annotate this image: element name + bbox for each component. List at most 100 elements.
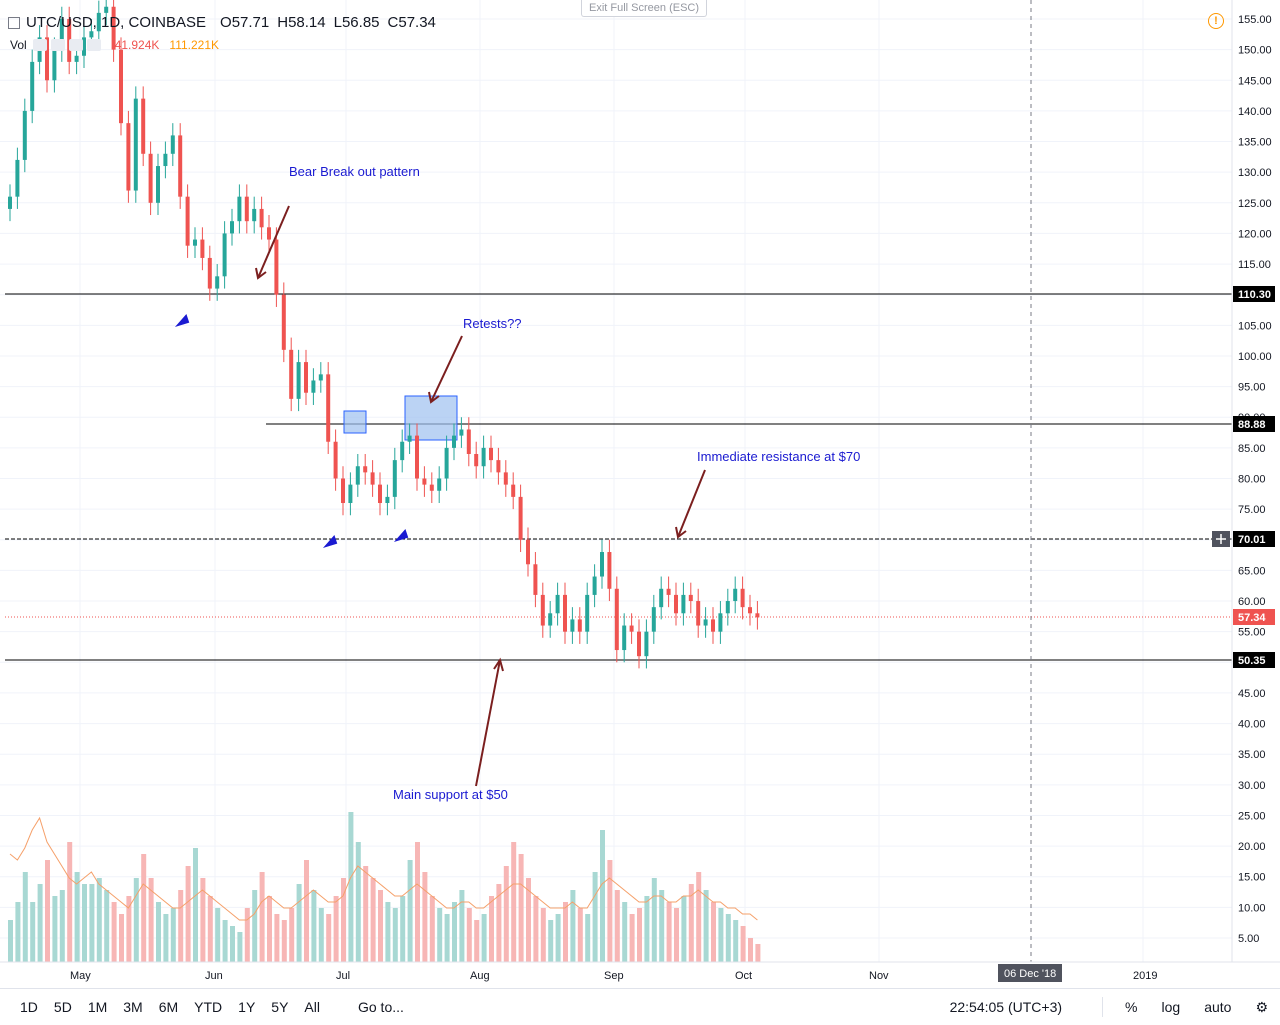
annotation-arrows[interactable] bbox=[255, 205, 706, 787]
more-icon[interactable] bbox=[68, 39, 83, 51]
volume-bar bbox=[170, 908, 176, 962]
volume-bar bbox=[452, 902, 457, 962]
candle-body bbox=[119, 49, 123, 124]
bounce-marker-icon[interactable] bbox=[174, 314, 190, 327]
price-label-last: 57.34 bbox=[1238, 612, 1266, 624]
auto-scale-toggle[interactable]: auto bbox=[1204, 999, 1232, 1015]
collapse-legend-icon[interactable] bbox=[8, 16, 20, 29]
bounce-marker-icon[interactable] bbox=[393, 529, 409, 542]
candle-body bbox=[45, 37, 49, 81]
range-1m-button[interactable]: 1M bbox=[87, 999, 108, 1015]
bounce-markers[interactable] bbox=[174, 314, 409, 548]
annotation-main-support[interactable]: Main support at $50 bbox=[393, 787, 508, 802]
clock-timezone[interactable]: 22:54:05 (UTC+3) bbox=[949, 999, 1063, 1015]
close-icon[interactable] bbox=[86, 39, 101, 51]
price-label-88: 88.88 bbox=[1238, 419, 1266, 431]
volume-bar bbox=[496, 884, 502, 962]
alert-icon[interactable]: ! bbox=[1208, 13, 1224, 29]
volume-bar bbox=[748, 938, 753, 962]
volume-value: 41.924K bbox=[114, 38, 160, 52]
resistance-arrow[interactable] bbox=[677, 469, 706, 538]
price-tick-label: 60.00 bbox=[1238, 596, 1266, 608]
range-ytd-button[interactable]: YTD bbox=[194, 999, 223, 1015]
range-6m-button[interactable]: 6M bbox=[158, 999, 179, 1015]
annotation-bear-break[interactable]: Bear Break out pattern bbox=[289, 164, 420, 179]
log-scale-toggle[interactable]: log bbox=[1161, 999, 1181, 1015]
settings-icon[interactable] bbox=[50, 39, 65, 51]
candle-body bbox=[311, 380, 316, 393]
crosshair-plus-icon[interactable] bbox=[1212, 531, 1230, 547]
annotation-immediate-resistance[interactable]: Immediate resistance at $70 bbox=[697, 449, 860, 464]
volume-bar bbox=[555, 914, 561, 962]
time-axis[interactable]: May Jun Jul Aug Sep Oct Nov 2019 bbox=[70, 970, 1157, 982]
candle-body bbox=[459, 429, 464, 436]
candle-body bbox=[52, 49, 57, 81]
eye-icon[interactable] bbox=[32, 39, 47, 51]
volume-bar bbox=[474, 920, 480, 962]
candle-body bbox=[355, 466, 360, 485]
volume-bar bbox=[651, 878, 657, 962]
volume-bar bbox=[526, 878, 531, 962]
volume-legend: Vol 41.924K 111.221K bbox=[10, 38, 219, 52]
exit-fullscreen-button[interactable]: Exit Full Screen (ESC) bbox=[581, 0, 707, 17]
range-1d-button[interactable]: 1D bbox=[20, 999, 38, 1015]
volume-bar bbox=[622, 902, 628, 962]
price-chart[interactable]: Bear Break out pattern Retests?? Immedia… bbox=[0, 0, 1280, 988]
resistance-arrowhead bbox=[675, 526, 687, 539]
candle-body bbox=[296, 362, 301, 399]
volume-bar bbox=[629, 914, 635, 962]
candle-body bbox=[111, 6, 116, 50]
time-tick-label: 2019 bbox=[1133, 970, 1157, 982]
price-tick-label: 35.00 bbox=[1238, 749, 1266, 761]
candle-body bbox=[688, 594, 693, 602]
time-tick-label: May bbox=[70, 970, 91, 982]
volume-bar bbox=[592, 872, 598, 962]
range-5y-button[interactable]: 5Y bbox=[271, 999, 289, 1015]
volume-bar bbox=[407, 860, 413, 962]
candle-body bbox=[526, 539, 530, 565]
candle-body bbox=[437, 478, 442, 491]
volume-bar bbox=[489, 896, 494, 962]
volume-bar bbox=[600, 830, 605, 962]
price-tick-label: 130.00 bbox=[1238, 167, 1272, 179]
retests-arrow[interactable] bbox=[430, 335, 463, 403]
range-1y-button[interactable]: 1Y bbox=[238, 999, 256, 1015]
candle-body bbox=[644, 631, 649, 657]
retest-box-large[interactable] bbox=[404, 395, 458, 441]
volume-bar bbox=[585, 914, 591, 962]
candle-body bbox=[681, 594, 686, 614]
candle-body bbox=[725, 601, 730, 614]
candle-body bbox=[548, 613, 553, 626]
volume-moving-average-line bbox=[9, 816, 758, 921]
range-5d-button[interactable]: 5D bbox=[53, 999, 72, 1015]
volume-bar bbox=[59, 890, 65, 962]
volume-bar bbox=[178, 890, 184, 962]
bear-break-arrow[interactable] bbox=[257, 205, 290, 279]
volume-bar bbox=[674, 908, 679, 962]
volume-bar bbox=[163, 914, 169, 962]
candle-body bbox=[193, 239, 197, 246]
candle-body bbox=[740, 588, 745, 608]
bounce-marker-icon[interactable] bbox=[322, 535, 338, 548]
candle-body bbox=[304, 362, 308, 393]
price-axis[interactable]: 155.00 150.00 145.00 140.00 135.00 130.00 125.… bbox=[1238, 14, 1272, 945]
volume-bar bbox=[237, 932, 243, 962]
symbol-title[interactable]: UTC/USD, 1D, COINBASE bbox=[26, 14, 207, 31]
volume-bar bbox=[659, 890, 665, 962]
retest-box-small[interactable] bbox=[343, 410, 367, 434]
volume-bar bbox=[37, 884, 43, 962]
goto-date-button[interactable]: Go to... bbox=[357, 999, 404, 1015]
support-arrow[interactable] bbox=[475, 659, 501, 787]
support-arrowhead bbox=[493, 657, 504, 672]
range-all-button[interactable]: All bbox=[304, 999, 320, 1015]
candle-body bbox=[407, 435, 412, 442]
price-tick-label: 15.00 bbox=[1238, 872, 1266, 884]
range-3m-button[interactable]: 3M bbox=[123, 999, 143, 1015]
volume-bar bbox=[52, 896, 58, 962]
annotation-retests[interactable]: Retests?? bbox=[463, 316, 522, 331]
volume-bar bbox=[459, 890, 465, 962]
volume-label: Vol bbox=[10, 38, 27, 52]
percent-scale-toggle[interactable]: % bbox=[1125, 999, 1138, 1015]
gear-icon[interactable]: ⚙ bbox=[1255, 998, 1268, 1015]
candle-body bbox=[281, 294, 286, 350]
